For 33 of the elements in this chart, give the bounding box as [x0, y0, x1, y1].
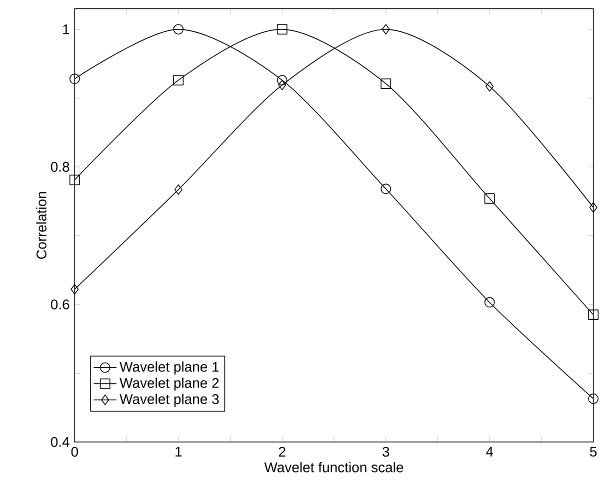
point — [484, 297, 495, 308]
point — [588, 393, 599, 404]
point — [589, 202, 598, 213]
x-tick-label: 0 — [71, 446, 78, 457]
point — [69, 74, 80, 84]
y-tick-label: 0.6 — [50, 299, 70, 310]
point — [382, 24, 390, 35]
point — [380, 78, 392, 89]
point — [278, 80, 286, 90]
point — [173, 75, 184, 86]
point — [276, 75, 288, 86]
point — [69, 174, 80, 186]
y-axis-title: Correlation — [36, 192, 46, 259]
x-tick-label: 3 — [382, 446, 390, 457]
point — [173, 24, 184, 35]
point — [174, 184, 182, 195]
y-tick-label: 0.4 — [50, 437, 70, 447]
point — [486, 81, 494, 92]
point — [484, 193, 495, 204]
x-tick-label: 1 — [176, 446, 182, 456]
point — [380, 184, 392, 194]
x-tick-label: 4 — [486, 446, 494, 456]
x-axis-title: Wavelet function scale — [264, 462, 404, 472]
y-tick-label: 1 — [63, 24, 70, 34]
y-tick-label: 0.8 — [50, 162, 70, 172]
legend-label: Wavelet plane 3 — [120, 394, 219, 407]
point — [70, 284, 79, 294]
point — [276, 24, 288, 35]
legend-label: Wavelet plane 1 — [120, 361, 219, 375]
x-tick-label: 5 — [590, 446, 597, 457]
point — [588, 310, 599, 320]
x-tick-label: 2 — [278, 446, 286, 457]
legend-label: Wavelet plane 2 — [120, 378, 219, 391]
